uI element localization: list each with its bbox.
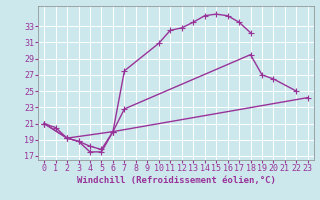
X-axis label: Windchill (Refroidissement éolien,°C): Windchill (Refroidissement éolien,°C) [76,176,276,185]
